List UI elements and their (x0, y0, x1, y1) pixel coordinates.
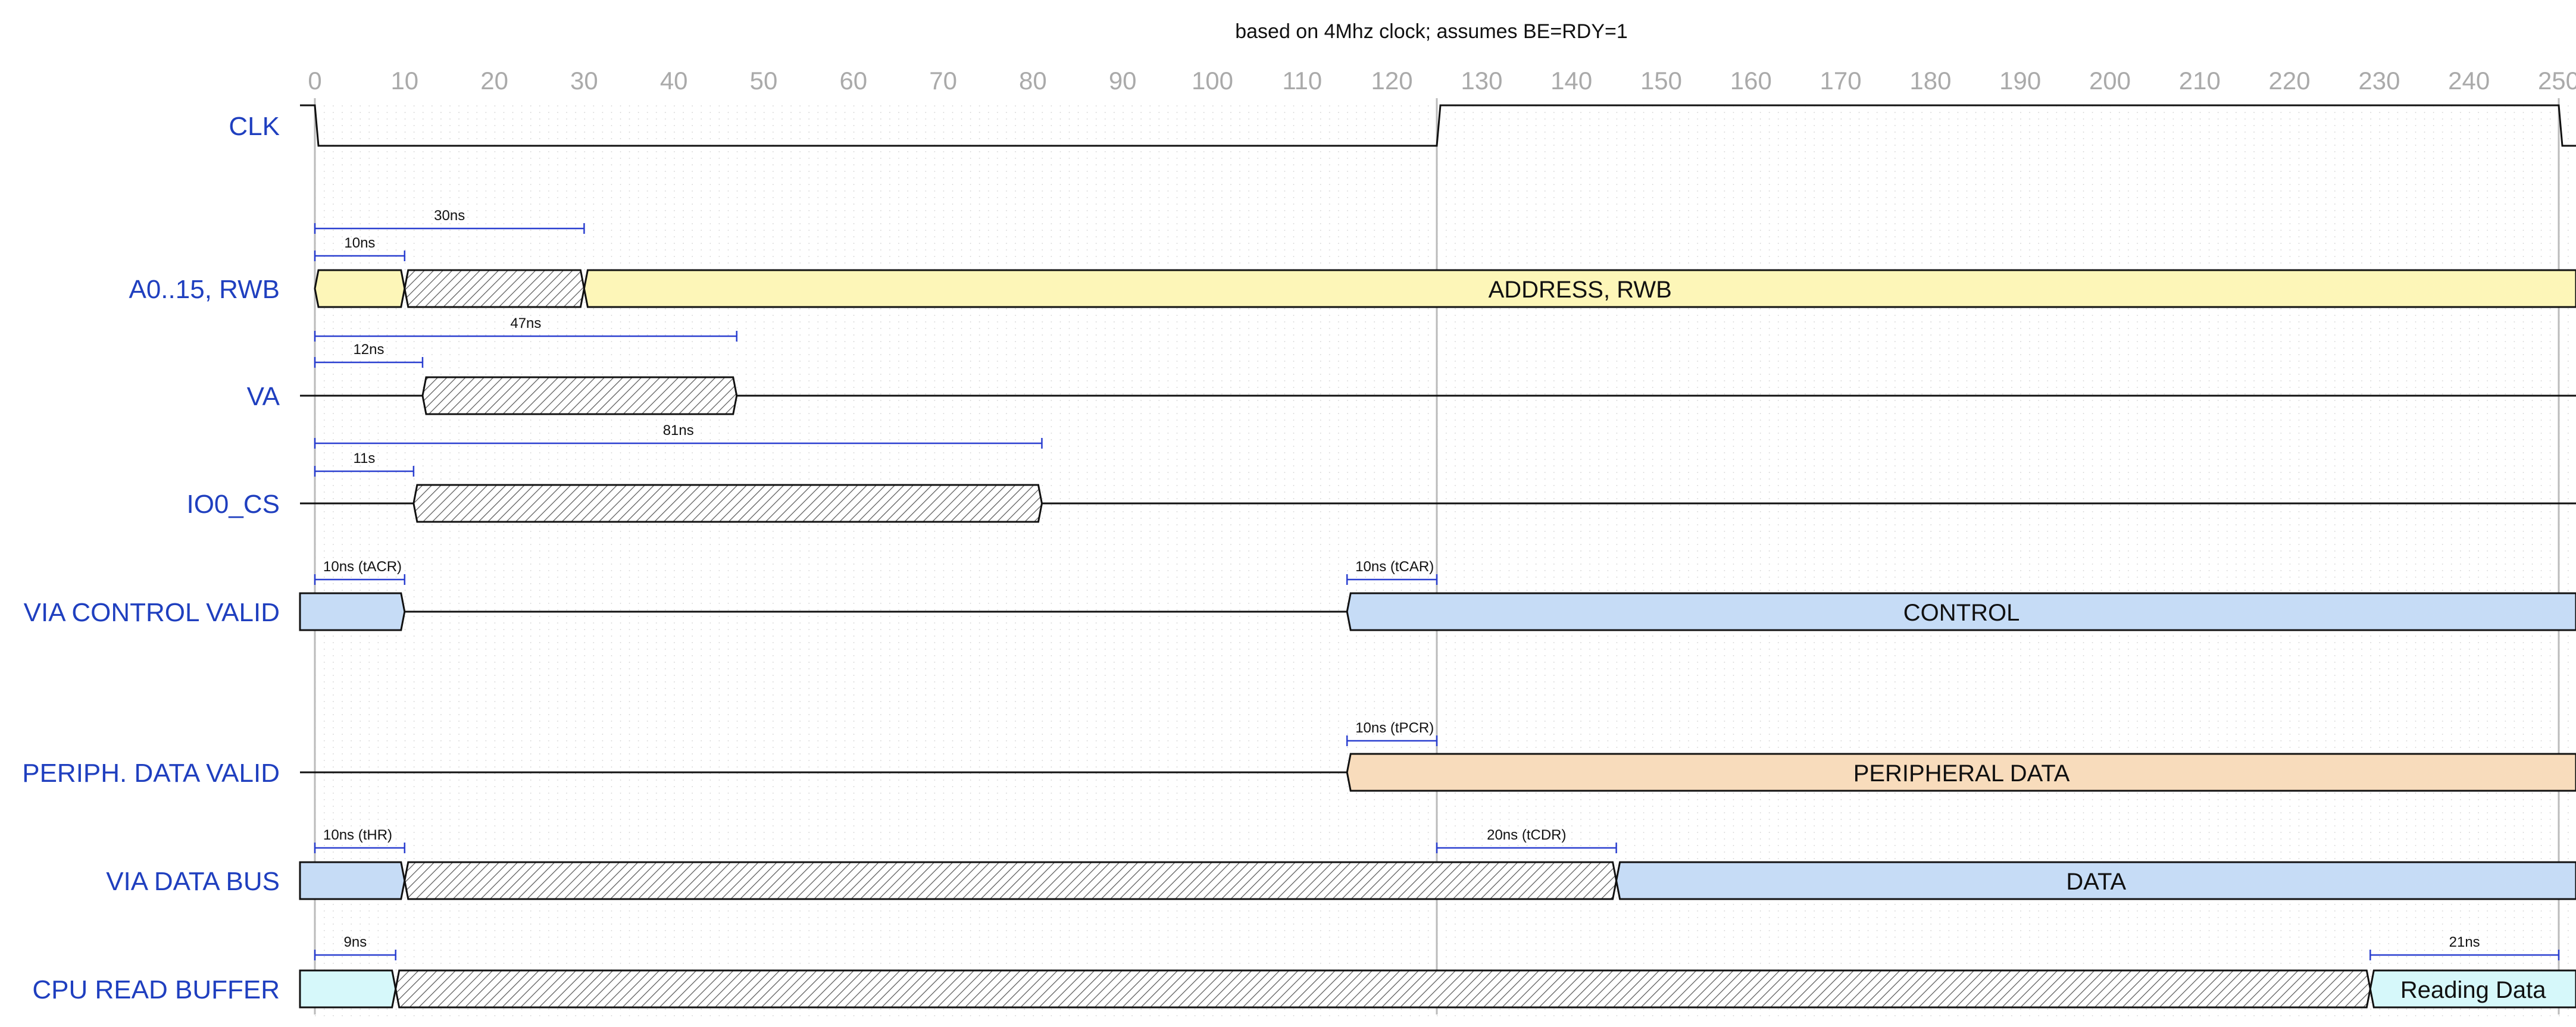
diagram-title: based on 4Mhz clock; assumes BE=RDY=1 (1235, 20, 1628, 43)
signal-label-via-data-bus: VIA DATA BUS (106, 867, 280, 896)
axis-tick-label: 210 (2179, 67, 2221, 95)
axis-tick-label: 30 (570, 67, 598, 95)
measure-label: 11s (353, 450, 375, 466)
segment-label: PERIPHERAL DATA (1853, 760, 2070, 787)
valid-region (583, 269, 2576, 308)
valid-region (2369, 969, 2576, 1009)
measure-label: 81ns (663, 422, 694, 439)
axis-tick-label: 250 (2538, 67, 2576, 95)
valid-region (299, 592, 406, 631)
axis-tick-label: 70 (929, 67, 957, 95)
measure-label: 10ns (tCAR) (1355, 559, 1434, 575)
axis-tick-label: 150 (1640, 67, 1682, 95)
axis-tick-label: 10 (390, 67, 418, 95)
axis-tick-label: 120 (1371, 67, 1413, 95)
axis-tick-label: 230 (2358, 67, 2400, 95)
valid-region (1346, 753, 2576, 792)
signal-label-periph-data-valid: PERIPH. DATA VALID (22, 759, 280, 788)
measure-label: 20ns (tCDR) (1487, 827, 1566, 843)
valid-region (299, 969, 397, 1009)
segment-label: CONTROL (1903, 600, 2020, 626)
axis-tick-label: 80 (1019, 67, 1047, 95)
axis-tick-label: 220 (2269, 67, 2311, 95)
signal-label-cpu-read-buffer: CPU READ BUFFER (32, 975, 280, 1004)
axis-tick-label: 200 (2089, 67, 2131, 95)
measure-label: 10ns (tPCR) (1355, 720, 1434, 736)
measure-label: 12ns (353, 342, 384, 358)
signal-label-a0-15-rwb: A0..15, RWB (129, 275, 280, 304)
measure-label: 47ns (510, 315, 541, 331)
measure-label: 10ns (tACR) (323, 559, 402, 575)
valid-region (314, 269, 406, 308)
axis-tick-label: 100 (1192, 67, 1233, 95)
axis-tick-label: 170 (1820, 67, 1862, 95)
signal-label-clk: CLK (229, 112, 280, 141)
segment-label: DATA (2066, 869, 2126, 895)
axis-tick-label: 60 (839, 67, 867, 95)
undefined-region (395, 969, 2371, 1009)
measure-label: 30ns (434, 208, 465, 224)
axis-tick-label: 130 (1461, 67, 1502, 95)
valid-region (299, 861, 406, 900)
axis-tick-label: 20 (480, 67, 508, 95)
signal-label-io0-cs: IO0_CS (186, 490, 280, 519)
axis-tick-label: 160 (1730, 67, 1772, 95)
axis-tick-label: 180 (1909, 67, 1951, 95)
axis-tick-label: 50 (750, 67, 778, 95)
segment-label: ADDRESS, RWB (1489, 277, 1672, 303)
signal-label-via-control-valid: VIA CONTROL VALID (24, 598, 280, 627)
signal-label-va: VA (247, 382, 280, 411)
axis-tick-label: 90 (1109, 67, 1137, 95)
valid-region (1346, 592, 2576, 631)
measure-label: 10ns (344, 235, 375, 251)
measure-label: 9ns (344, 934, 367, 950)
undefined-region (412, 484, 1043, 523)
axis-tick-label: 140 (1550, 67, 1592, 95)
measure-label: 10ns (tHR) (323, 827, 392, 843)
axis-tick-label: 110 (1282, 67, 1322, 95)
undefined-region (404, 269, 585, 308)
axis-tick-label: 40 (660, 67, 688, 95)
axis-tick-label: 240 (2448, 67, 2490, 95)
measure-label: 21ns (2449, 934, 2480, 950)
undefined-region (421, 376, 738, 415)
valid-region (1615, 861, 2576, 900)
axis-tick-label: 190 (1999, 67, 2041, 95)
axis-tick-label: 0 (308, 67, 321, 95)
clock-waveform (300, 104, 2576, 147)
undefined-region (404, 861, 1618, 900)
segment-label: Reading Data (2400, 977, 2546, 1003)
